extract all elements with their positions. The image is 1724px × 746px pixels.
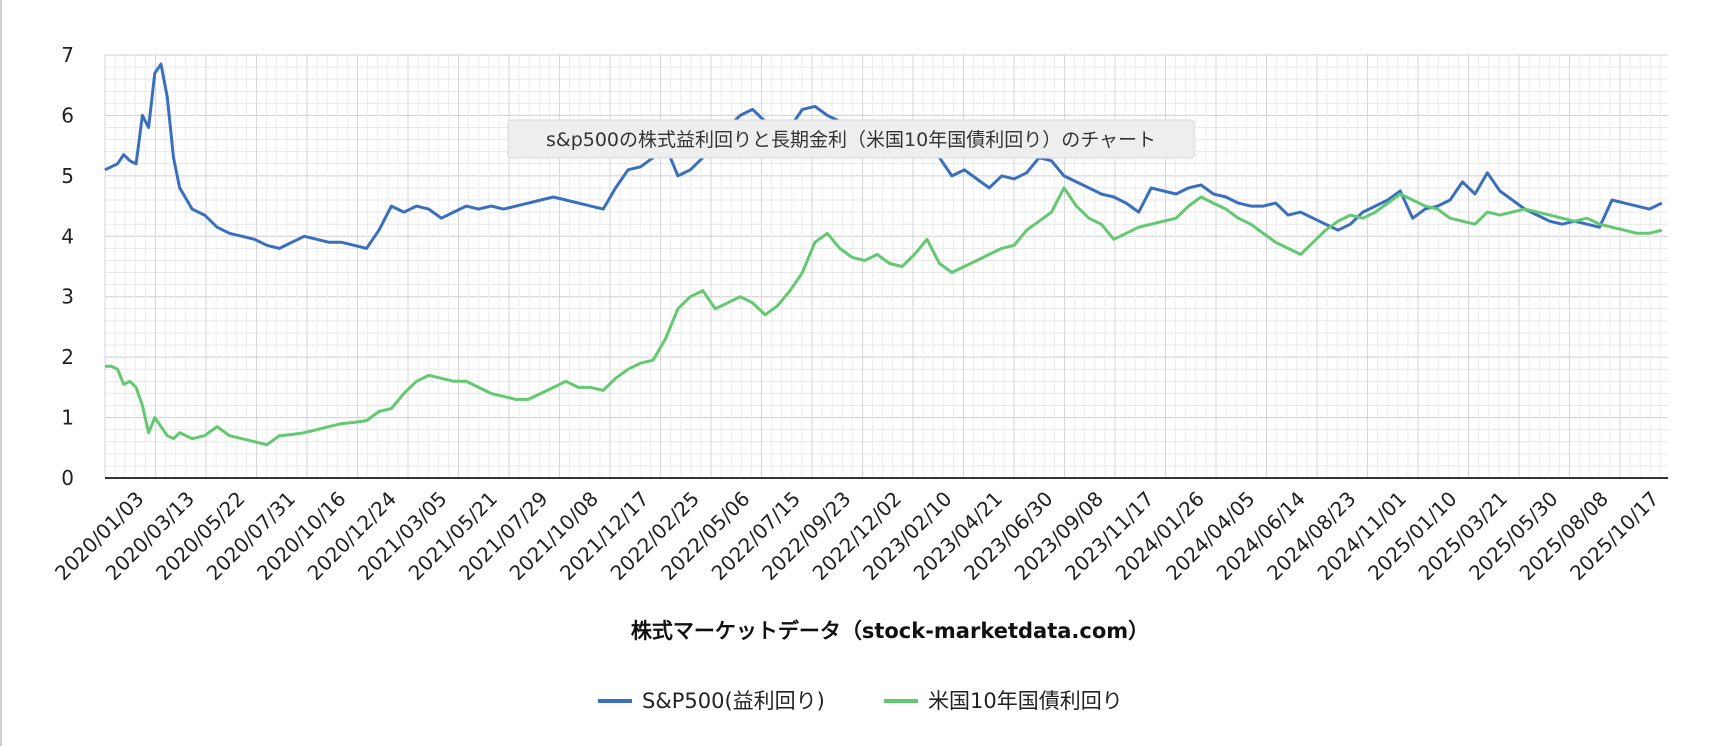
y-tick-label: 1 [61,406,74,430]
legend: S&P500(益利回り) 米国10年国債利回り [598,689,1123,713]
chart-title-tooltip: s&p500の株式益利回りと長期金利（米国10年国債利回り）のチャート [507,119,1195,159]
legend-label: 米国10年国債利回り [928,689,1123,713]
grid-lines [104,54,1668,479]
legend-label: S&P500(益利回り) [642,689,825,713]
tooltip-box [507,119,1195,159]
y-tick-label: 7 [61,43,74,67]
x-tick-labels: 2020/01/032020/03/132020/05/222020/07/31… [50,487,1664,585]
y-tick-label: 0 [61,466,74,490]
y-tick-label: 3 [61,285,74,309]
y-tick-labels: 0 1 2 3 4 5 6 7 [61,43,74,490]
y-tick-label: 6 [61,103,74,127]
chart-title: s&p500の株式益利回りと長期金利（米国10年国債利回り）のチャート [546,129,1156,151]
x-axis-title: 株式マーケットデータ（stock-marketdata.com） [631,619,1149,643]
window-left-border [0,0,2,746]
y-tick-label: 2 [61,345,74,369]
y-tick-label: 5 [61,164,74,188]
y-tick-label: 4 [61,224,74,248]
series-line-us10y-yield [105,186,1663,447]
